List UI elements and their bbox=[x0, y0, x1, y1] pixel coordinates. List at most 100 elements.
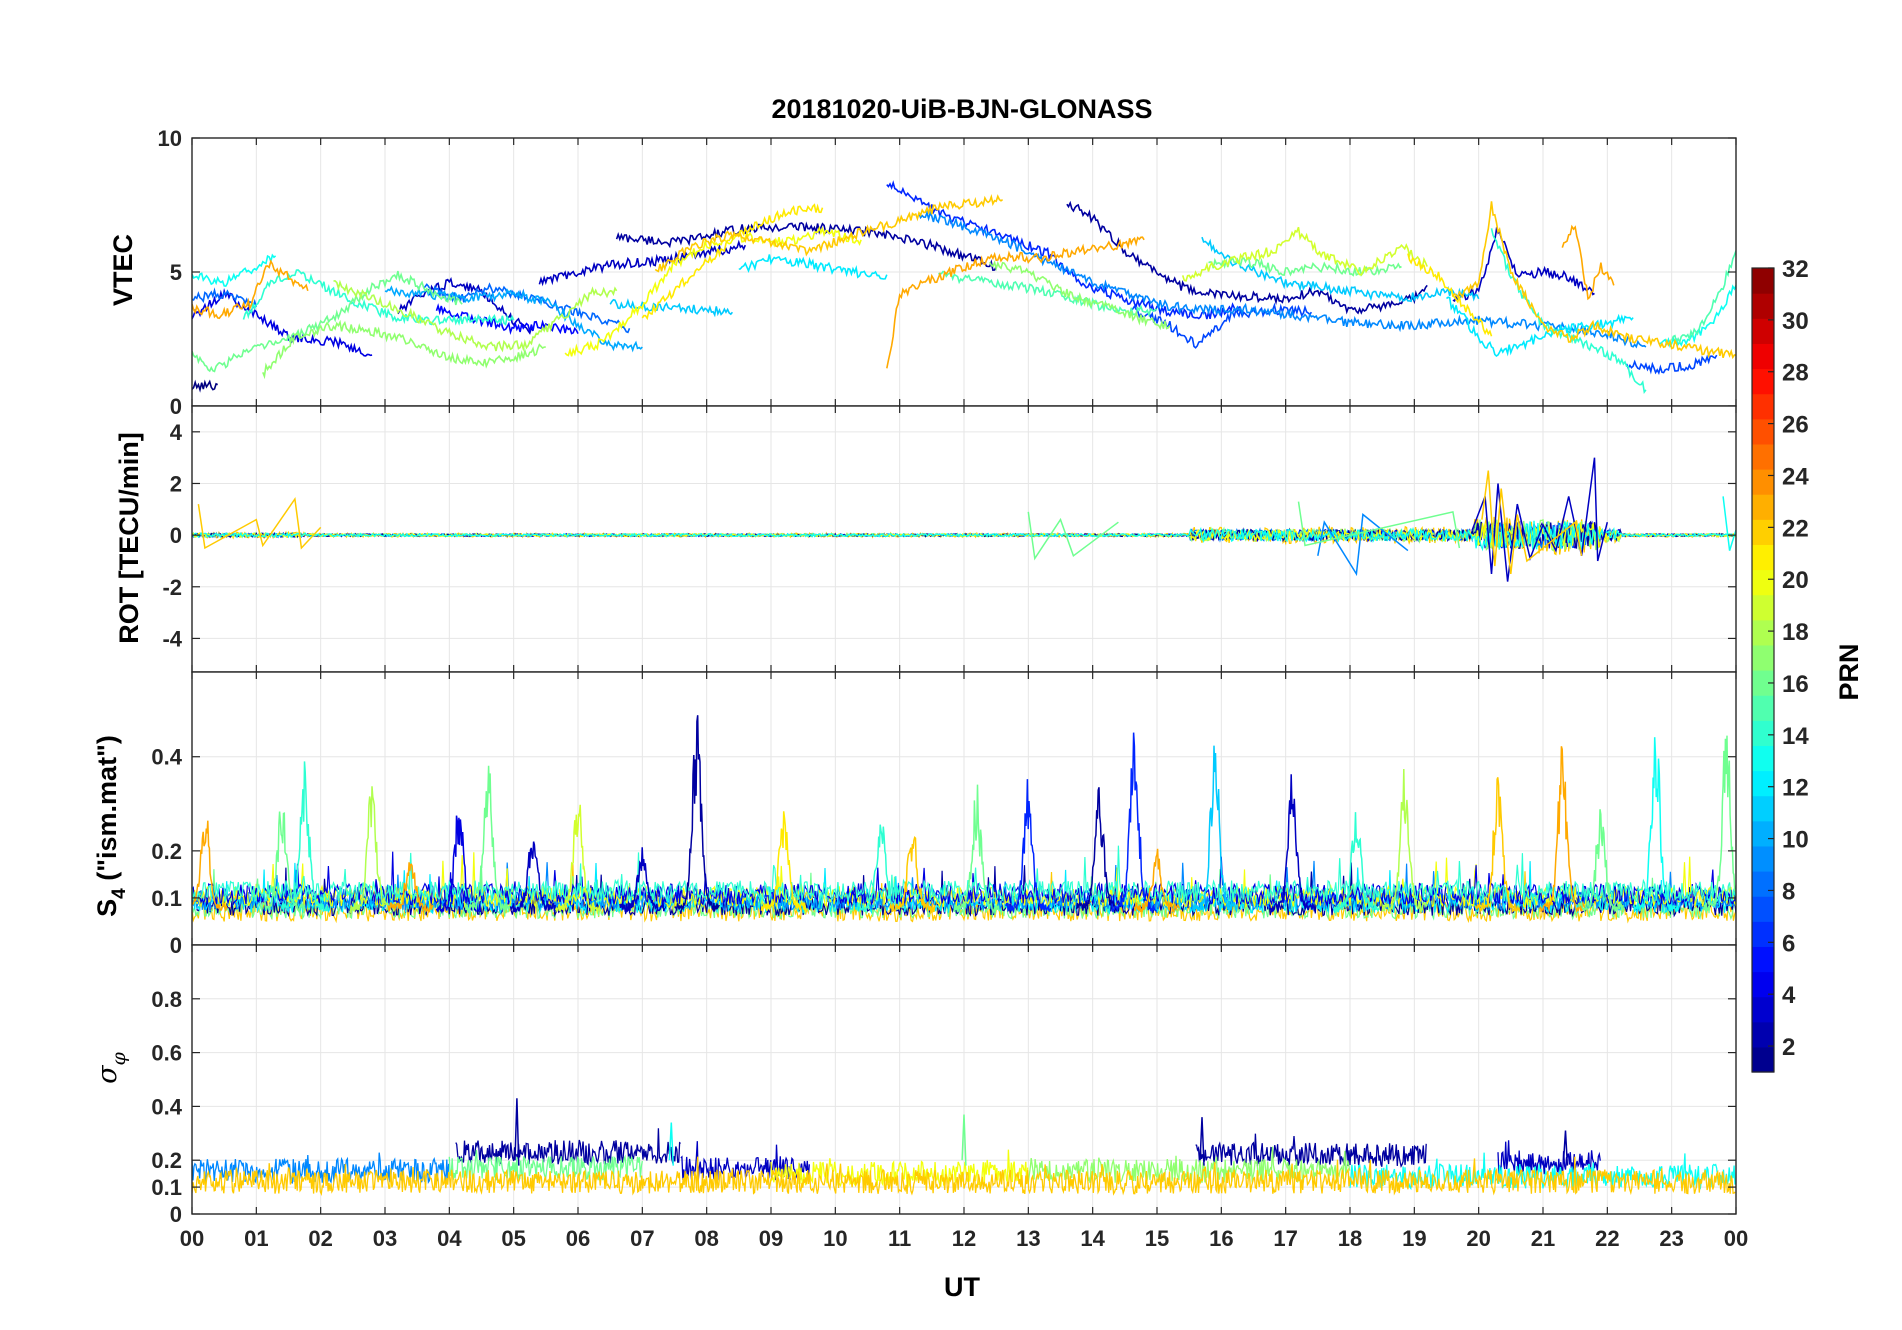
colorbar-frame bbox=[1751, 267, 1775, 1073]
s4-spike-prn-16 bbox=[1703, 735, 1736, 912]
x-axis-label: UT bbox=[944, 1272, 980, 1302]
colorbar-level bbox=[1752, 343, 1774, 370]
colorbar-level bbox=[1752, 619, 1774, 646]
x-tick-label: 10 bbox=[823, 1226, 847, 1251]
colorbar-tick-label: 22 bbox=[1782, 515, 1809, 542]
vtec-series-prn-12 bbox=[1446, 296, 1634, 358]
s4-y-tick-label: 0.1 bbox=[151, 886, 182, 911]
s4-spike-prn-2 bbox=[1075, 787, 1123, 913]
colorbar-level bbox=[1752, 368, 1774, 395]
s4-data-layer bbox=[192, 715, 1736, 924]
s4-label-symbol: S bbox=[92, 899, 122, 917]
x-tick-label: 06 bbox=[566, 1226, 590, 1251]
colorbar-level bbox=[1752, 594, 1774, 621]
s4-spike-prn-3 bbox=[1268, 774, 1316, 913]
s4-label-subscript: 4 bbox=[109, 888, 130, 899]
x-tick-label: 20 bbox=[1466, 1226, 1490, 1251]
vtec-y-tick-label: 5 bbox=[170, 260, 182, 285]
colorbar-tick-label: 28 bbox=[1782, 360, 1809, 387]
vtec-series-prn-2 bbox=[615, 221, 997, 271]
x-tick-label: 22 bbox=[1595, 1226, 1619, 1251]
vtec-series-prn-12 bbox=[738, 254, 888, 280]
colorbar-tick-label: 4 bbox=[1782, 982, 1796, 1009]
colorbar-tick-label: 14 bbox=[1782, 723, 1809, 750]
rot-y-tick-label: -2 bbox=[162, 575, 182, 600]
vtec-y-tick-label: 0 bbox=[170, 394, 182, 419]
rot-data-layer bbox=[192, 457, 1736, 582]
x-tick-label: 00 bbox=[180, 1226, 204, 1251]
colorbar-label: PRN bbox=[1834, 643, 1864, 700]
x-tick-label: 03 bbox=[373, 1226, 397, 1251]
colorbar-level bbox=[1752, 569, 1774, 596]
colorbar-tick-label: 30 bbox=[1782, 308, 1809, 335]
s4-spike-prn-2 bbox=[674, 715, 720, 913]
vtec-panel: 0 5 10 bbox=[158, 126, 1737, 419]
vtec-series-prn-15 bbox=[1670, 250, 1736, 345]
x-tick-label: 21 bbox=[1531, 1226, 1555, 1251]
x-tick-label: 01 bbox=[244, 1226, 268, 1251]
s4-spike-prn-6 bbox=[1005, 779, 1052, 914]
rot-y-tick-label: 2 bbox=[170, 471, 182, 496]
s4-spike-prn-14 bbox=[281, 761, 328, 912]
sigma-peak-prn-13 bbox=[668, 1122, 674, 1166]
s4-y-tick-label: 0 bbox=[170, 933, 182, 958]
s4-panel: 0 0.1 0.2 0.4 bbox=[151, 671, 1737, 958]
vtec-series-prn-23 bbox=[886, 236, 1145, 369]
s4-spike-prn-14 bbox=[857, 824, 904, 913]
colorbar-tick-label: 16 bbox=[1782, 671, 1809, 698]
vtec-series-prn-17 bbox=[262, 319, 546, 380]
vtec-series-prn-15 bbox=[938, 270, 1158, 318]
rot-burst-prn-16 bbox=[1027, 511, 1119, 561]
rot-series-prn-13 bbox=[192, 520, 1736, 552]
colorbar-tick-label: 26 bbox=[1782, 412, 1809, 439]
sigma-peak-prn-2 bbox=[514, 1098, 520, 1166]
sigma-series-prn-3 bbox=[1497, 1140, 1601, 1175]
rot-burst-prn-9 bbox=[1317, 513, 1409, 577]
sigma-phi-panel: 00.10.2 0.4 0.6 0.8 bbox=[151, 944, 1737, 1227]
s4-spike-prn-3 bbox=[509, 841, 556, 914]
vtec-series-prn-21 bbox=[1407, 253, 1493, 337]
vtec-axis-label: VTEC bbox=[108, 234, 138, 306]
sigma-series-prn-2 bbox=[455, 1128, 681, 1167]
vtec-series-prn-22 bbox=[654, 194, 1004, 273]
colorbar-tick-label: 8 bbox=[1782, 878, 1795, 905]
colorbar-tick-label: 18 bbox=[1782, 619, 1809, 646]
sigma-series-prn-2 bbox=[1195, 1133, 1427, 1168]
x-tick-label: 02 bbox=[308, 1226, 332, 1251]
colorbar-level bbox=[1752, 318, 1774, 344]
colorbar-level bbox=[1752, 443, 1774, 470]
colorbar-level bbox=[1752, 695, 1774, 721]
vtec-series-prn-3 bbox=[1452, 226, 1595, 302]
colorbar-level bbox=[1752, 996, 1774, 1023]
colorbar-level bbox=[1752, 418, 1774, 445]
sigma-peak-prn-16 bbox=[961, 1114, 967, 1166]
vtec-series-prn-3 bbox=[538, 239, 747, 287]
colorbar-level bbox=[1752, 720, 1774, 746]
sigma_phi-y-tick-label: 0.1 bbox=[151, 1175, 182, 1200]
colorbar-level bbox=[1752, 921, 1774, 947]
x-tick-label: 11 bbox=[888, 1226, 911, 1251]
colorbar-level bbox=[1752, 1046, 1774, 1073]
colorbar-level bbox=[1752, 644, 1774, 671]
vtec-series-prn-17 bbox=[988, 260, 1171, 331]
x-axis-ticks: 00 01 02 03 04 05 06 07 08 09 10 11 12 13 14 15 16 17 18 19… bbox=[180, 1226, 1748, 1251]
vtec-series-prn-14 bbox=[242, 269, 515, 327]
colorbar-level bbox=[1752, 896, 1774, 922]
colorbar-tick-label: 10 bbox=[1782, 827, 1809, 854]
s4-spike-prn-14 bbox=[1333, 812, 1380, 913]
rot-panel: -4 -2 0 2 4 bbox=[162, 405, 1737, 673]
vtec-series-prn-23 bbox=[192, 258, 309, 320]
sigma_phi-y-tick-label: 0.4 bbox=[151, 1094, 182, 1119]
s4-axis-label: S4 ("ism.mat") bbox=[92, 735, 130, 917]
colorbar-level bbox=[1752, 845, 1774, 872]
sigma_phi-data-layer bbox=[192, 1098, 1736, 1196]
x-tick-label: 18 bbox=[1338, 1226, 1362, 1251]
sigma-peak-prn-2 bbox=[1199, 1117, 1205, 1166]
s4-spike-prn-16 bbox=[259, 811, 306, 914]
vtec-series-prn-7 bbox=[1130, 302, 1313, 349]
sigma-phi-axis-label: σφ bbox=[92, 1051, 130, 1083]
colorbar-level bbox=[1752, 971, 1774, 998]
colorbar-level bbox=[1752, 544, 1774, 571]
